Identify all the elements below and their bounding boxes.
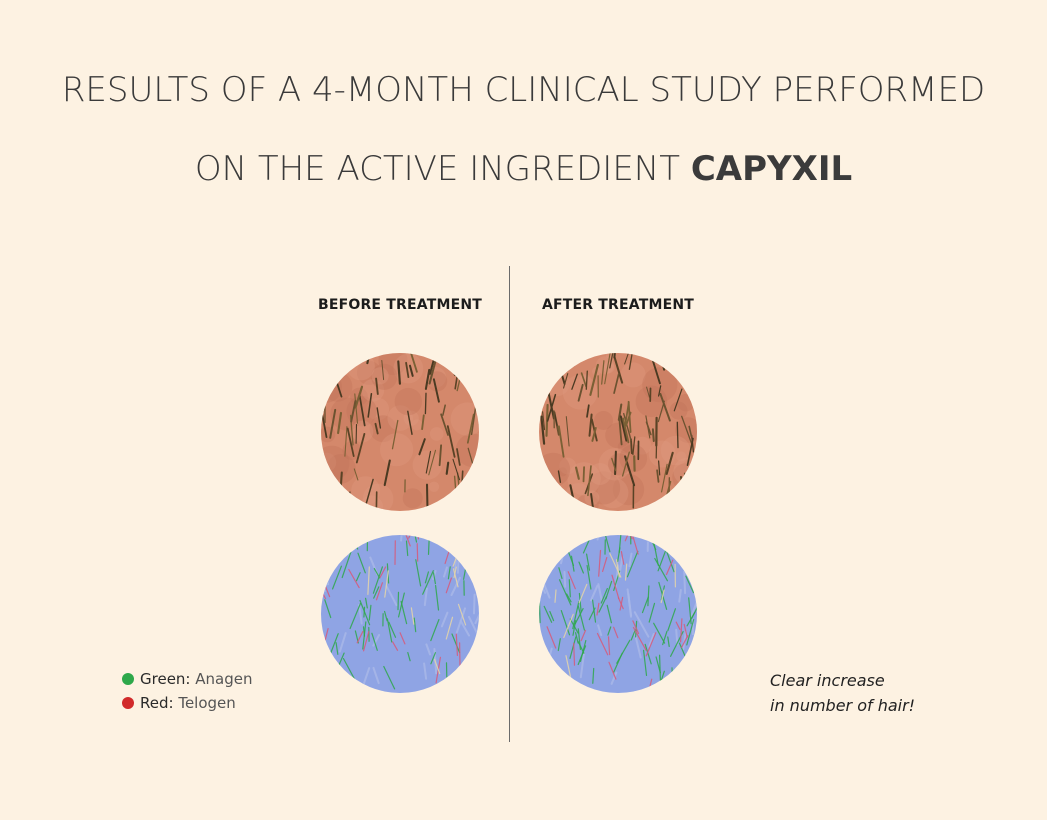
column-divider (509, 266, 510, 742)
after-treatment-label: AFTER TREATMENT (541, 297, 695, 313)
headline-ingredient-name: CAPYXIL (690, 149, 853, 189)
legend-meaning: Telogen (173, 694, 236, 712)
legend-item-anagen: Green: Anagen (122, 670, 252, 688)
before-treatment-label: BEFORE TREATMENT (317, 297, 483, 313)
after-hair-analysis-image (539, 535, 697, 693)
legend-term: Green: (140, 670, 191, 688)
legend-term: Red: (140, 694, 174, 712)
before-scalp-photo (321, 353, 479, 511)
legend-item-telogen: Red: Telogen (122, 694, 236, 712)
result-note-line-1: Clear increase (770, 671, 885, 690)
result-note: Clear increase in number of hair! (770, 668, 915, 718)
red-dot-icon (122, 697, 134, 709)
legend-meaning: Anagen (190, 670, 253, 688)
result-note-line-2: in number of hair! (770, 696, 916, 715)
green-dot-icon (122, 673, 134, 685)
before-hair-analysis-image (321, 535, 479, 693)
headline-line-2: ON THE ACTIVE INGREDIENT CAPYXIL (0, 149, 1047, 189)
headline-line-1: RESULTS OF A 4-MONTH CLINICAL STUDY PERF… (61, 70, 986, 110)
headline-line-2-prefix: ON THE ACTIVE INGREDIENT (194, 149, 691, 189)
after-scalp-photo (539, 353, 697, 511)
